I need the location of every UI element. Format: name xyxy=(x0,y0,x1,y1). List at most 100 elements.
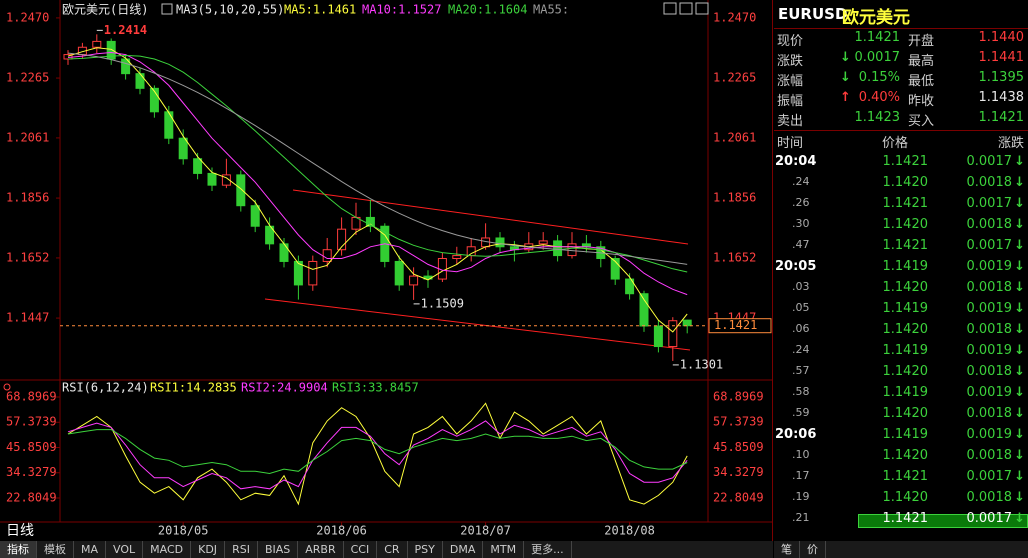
candle-body xyxy=(610,258,620,280)
candle-body xyxy=(409,275,419,286)
y-tick-label: 22.8049 xyxy=(6,490,57,504)
candle-body xyxy=(265,225,275,245)
indicator-toolbar: 指标 模板 MA VOL MACD KDJ RSI BIAS ARBR CCI CR PSY DMA MT… xyxy=(0,541,773,558)
tick-time: .10 xyxy=(792,448,810,461)
tick-time: .57 xyxy=(792,364,810,377)
quote-label: 振幅 xyxy=(777,94,804,109)
toolbar-tab[interactable]: 更多... xyxy=(524,541,572,558)
rsi-title: RSI(6,12,24) xyxy=(62,381,149,395)
quote-label: 昨收 xyxy=(908,94,935,109)
toolbar-tab[interactable]: 模板 xyxy=(37,541,74,558)
quote-label: 买入 xyxy=(908,114,935,129)
tick-time: 20:05 xyxy=(775,259,817,274)
legend-entry: MA10:1.1527 xyxy=(362,3,441,17)
annotation: 1.1509 xyxy=(421,296,464,310)
direction-icon: ↓ xyxy=(1014,406,1025,421)
tick-price: 1.1419 xyxy=(882,301,929,316)
side-tab[interactable]: 价 xyxy=(800,541,826,558)
tick-time: .58 xyxy=(792,385,810,398)
toolbar-tab[interactable]: BIAS xyxy=(258,541,299,558)
column-header: 涨跌 xyxy=(997,136,1024,151)
y-tick-label: 45.8509 xyxy=(6,440,57,454)
toolbar-tab[interactable]: CCI xyxy=(344,541,378,558)
legend-entry: MA55: xyxy=(533,3,569,17)
toolbar-tab[interactable]: CR xyxy=(377,541,408,558)
toolbar-tab[interactable]: ARBR xyxy=(298,541,344,558)
quote-value: 1.1421 xyxy=(978,110,1025,125)
toolbar-tab[interactable]: KDJ xyxy=(191,541,226,558)
candle-body xyxy=(92,40,102,48)
y-tick-label-right: 1.2470 xyxy=(713,10,756,24)
y-tick-label-right: 68.8969 xyxy=(713,389,764,403)
toolbar-tab[interactable]: DMA xyxy=(443,541,484,558)
side-tab[interactable]: 笔 xyxy=(774,541,800,558)
legend-entry: MA20:1.1604 xyxy=(448,3,527,17)
candle-body xyxy=(250,205,260,227)
series-line xyxy=(67,52,688,265)
y-tick-label: 1.2470 xyxy=(6,10,49,24)
quote-subtitle: 欧元美元 xyxy=(842,8,910,28)
candle-body xyxy=(567,243,577,257)
candle-body xyxy=(207,172,217,186)
tick-price: 1.1419 xyxy=(882,343,929,358)
quote-value: 0.15% xyxy=(858,70,900,85)
tick-change: 0.0018 xyxy=(966,217,1013,232)
current-price-label: 1.1421 xyxy=(714,318,757,332)
toolbar-tab[interactable]: MACD xyxy=(143,541,192,558)
window-buttons[interactable] xyxy=(663,2,709,15)
tick-change: 0.0017 xyxy=(966,196,1013,211)
quote-value: 0.40% xyxy=(858,90,900,105)
quote-value: 1.1395 xyxy=(978,70,1025,85)
candle-body xyxy=(466,246,476,257)
y-tick-label: 1.1447 xyxy=(6,311,49,325)
toolbar-tab[interactable]: VOL xyxy=(106,541,144,558)
tick-change: 0.0018 xyxy=(966,406,1013,421)
tick-price: 1.1420 xyxy=(882,175,929,190)
quote-label: 涨幅 xyxy=(777,74,804,89)
quote-label: 最高 xyxy=(908,54,935,69)
direction-icon: ↓ xyxy=(1014,301,1025,316)
channel-lower xyxy=(264,298,691,351)
tick-price: 1.1420 xyxy=(882,280,929,295)
candle-body xyxy=(106,40,116,60)
tick-price: 1.1421 xyxy=(882,511,929,526)
quote-label: 最低 xyxy=(908,74,935,89)
y-tick-label-right: 34.3279 xyxy=(713,465,764,479)
direction-icon: ↓ xyxy=(840,70,851,85)
y-tick-label: 1.1856 xyxy=(6,191,49,205)
candle-body xyxy=(279,243,289,262)
quote-panel: EURUSD 欧元美元 现价 1.1421 开盘 1.1440 涨跌 0.0017 ↓ 最高 1.1… xyxy=(774,0,1028,540)
tick-price: 1.1421 xyxy=(882,238,929,253)
tick-price: 1.1419 xyxy=(882,427,929,442)
toolbar-tab[interactable]: MA xyxy=(74,541,107,558)
direction-icon: ↓ xyxy=(1014,511,1025,526)
tick-change: 0.0018 xyxy=(966,322,1013,337)
tick-change: 0.0018 xyxy=(966,175,1013,190)
candle-body xyxy=(164,111,174,139)
quote-title: EURUSD xyxy=(778,5,848,23)
candle-body xyxy=(135,73,145,89)
rsi-icon[interactable] xyxy=(3,383,11,391)
toolbar-tab[interactable]: RSI xyxy=(225,541,258,558)
tick-price: 1.1420 xyxy=(882,490,929,505)
tick-time: .24 xyxy=(792,343,810,356)
legend-entry: RSI2:24.9904 xyxy=(241,381,328,395)
indicator-label: MA3(5,10,20,55) xyxy=(176,3,284,17)
candle-body xyxy=(121,58,131,75)
tick-time: .59 xyxy=(792,406,810,419)
candle-body xyxy=(178,137,188,160)
tick-price: 1.1420 xyxy=(882,406,929,421)
toolbar-tab[interactable]: 指标 xyxy=(0,541,37,558)
divider xyxy=(774,130,1028,131)
series-line xyxy=(67,54,688,273)
annotation: 1.1301 xyxy=(680,357,723,371)
quote-label: 卖出 xyxy=(777,114,804,129)
series-line xyxy=(67,402,688,506)
settings-icon[interactable] xyxy=(161,3,173,15)
toolbar-tab[interactable]: PSY xyxy=(408,541,443,558)
toolbar-tab[interactable]: MTM xyxy=(483,541,525,558)
legend-entry: RSI3:33.8457 xyxy=(332,381,419,395)
candle-body xyxy=(293,260,303,286)
candle-body xyxy=(221,174,231,186)
tick-change: 0.0019 xyxy=(966,343,1013,358)
